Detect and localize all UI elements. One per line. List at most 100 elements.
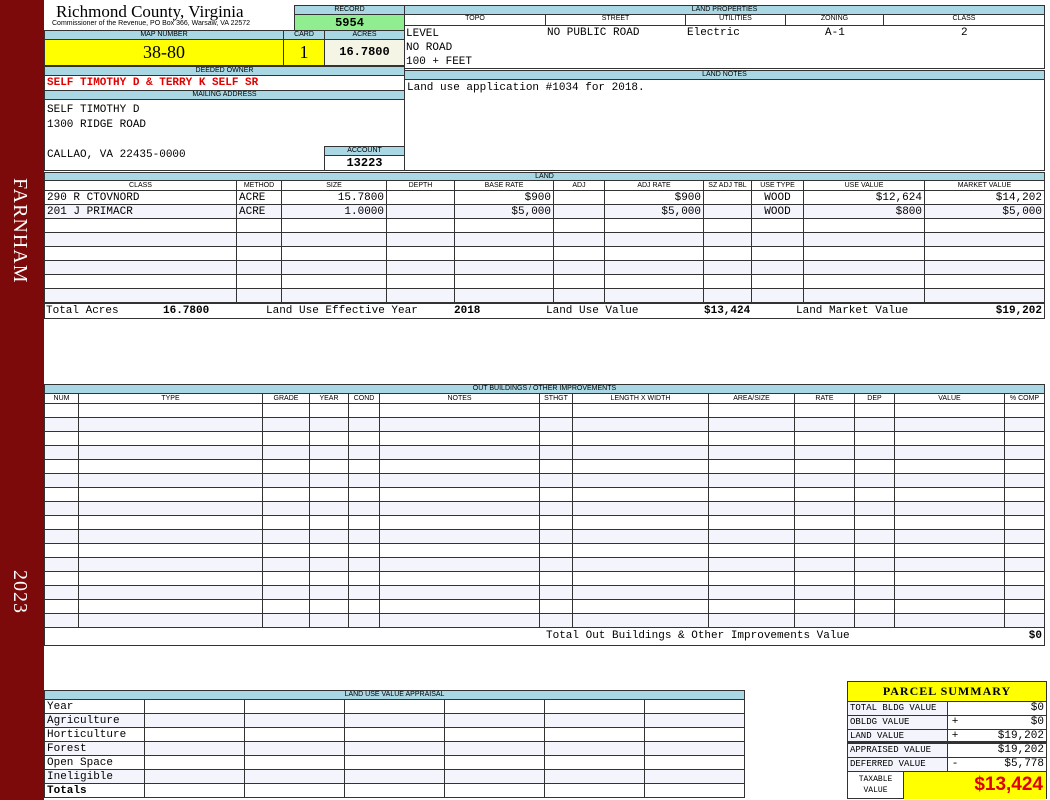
outbuilding-cell	[539, 599, 573, 614]
land-use-cell	[444, 699, 545, 714]
outbuilding-cell	[894, 557, 1005, 572]
outbuilding-cell	[894, 487, 1005, 502]
outbuilding-cell	[854, 459, 895, 474]
outbuilding-cell	[539, 473, 573, 488]
outbuilding-cell	[44, 501, 79, 516]
outbuilding-cell	[379, 529, 540, 544]
outbuilding-cell	[78, 515, 263, 530]
outbuilding-cell	[309, 417, 349, 432]
outbuilding-cell	[539, 487, 573, 502]
outbuilding-cell	[348, 431, 380, 446]
land-use-cell	[344, 699, 445, 714]
outbuilding-cell	[44, 515, 79, 530]
land-row	[44, 274, 1045, 289]
land-column-header: SIZE	[281, 180, 387, 191]
outbuilding-cell	[1004, 501, 1045, 516]
outbuilding-cell	[44, 571, 79, 586]
outbuilding-cell	[539, 585, 573, 600]
summary-operator: -	[951, 758, 959, 770]
summary-label: OBLDG VALUE	[848, 716, 948, 729]
outbuilding-cell	[262, 529, 310, 544]
topo-value: NO ROAD	[406, 42, 453, 54]
outbuilding-cell	[794, 543, 855, 558]
outbuilding-cell	[539, 431, 573, 446]
land-cell	[751, 288, 804, 303]
outbuildings-total-label: Total Out Buildings & Other Improvements…	[546, 630, 850, 642]
outbuilding-cell	[309, 571, 349, 586]
outbuilding-cell	[44, 487, 79, 502]
outbuilding-cell	[794, 403, 855, 418]
outbuilding-cell	[854, 431, 895, 446]
land-use-cell	[144, 769, 245, 784]
outbuilding-cell	[348, 417, 380, 432]
outbuilding-cell	[44, 599, 79, 614]
topo-values: LEVEL NO ROAD 100 + FEET	[406, 27, 472, 69]
land-cell: $900	[604, 190, 704, 205]
outbuilding-cell	[894, 529, 1005, 544]
land-row	[44, 288, 1045, 303]
land-cell	[924, 288, 1045, 303]
land-cell	[803, 288, 925, 303]
land-cell	[44, 232, 237, 247]
land-totals: Total Acres 16.7800 Land Use Effective Y…	[44, 303, 1045, 319]
outbuilding-cell	[78, 557, 263, 572]
land-use-cell	[544, 741, 645, 756]
outbuilding-cell	[262, 557, 310, 572]
land-use-cell	[244, 741, 345, 756]
land-cell	[454, 218, 554, 233]
outbuilding-cell	[78, 459, 263, 474]
outbuilding-cell	[854, 515, 895, 530]
land-use-row: Ineligible	[44, 769, 745, 784]
land-use-label: Open Space	[44, 755, 145, 770]
outbuilding-column-header: LENGTH X WIDTH	[572, 393, 709, 404]
outbuilding-cell	[44, 529, 79, 544]
land-cell: 15.7800	[281, 190, 387, 205]
outbuilding-cell	[309, 459, 349, 474]
land-use-cell	[244, 699, 345, 714]
outbuilding-cell	[854, 445, 895, 460]
outbuilding-cell	[309, 445, 349, 460]
land-use-cell	[444, 727, 545, 742]
outbuilding-cell	[78, 487, 263, 502]
outbuilding-cell	[44, 459, 79, 474]
land-column-header: ADJ RATE	[604, 180, 704, 191]
outbuilding-cell	[854, 473, 895, 488]
outbuilding-cell	[794, 487, 855, 502]
outbuilding-cell	[572, 599, 709, 614]
outbuilding-cell	[309, 557, 349, 572]
land-cell	[44, 260, 237, 275]
land-cell: 1.0000	[281, 204, 387, 219]
land-cell	[44, 274, 237, 289]
land-use-row: Totals	[44, 783, 745, 798]
land-use-cell	[344, 769, 445, 784]
land-cell	[236, 218, 282, 233]
land-market-value-label: Land Market Value	[796, 305, 909, 317]
land-cell	[703, 190, 752, 205]
land-cell	[803, 260, 925, 275]
outbuilding-cell	[708, 487, 795, 502]
land-cell	[386, 204, 455, 219]
outbuilding-cell	[854, 585, 895, 600]
outbuilding-cell	[708, 571, 795, 586]
land-use-cell	[644, 741, 745, 756]
outbuilding-cell	[348, 473, 380, 488]
outbuilding-cell	[572, 431, 709, 446]
land-cell	[44, 218, 237, 233]
outbuilding-cell	[1004, 487, 1045, 502]
summary-row: DEFERRED VALUE - $5,778	[848, 758, 1046, 772]
outbuilding-cell	[572, 403, 709, 418]
land-cell	[281, 274, 387, 289]
land-cell	[751, 260, 804, 275]
outbuilding-cell	[379, 473, 540, 488]
zoning-header: ZONING	[786, 15, 884, 26]
outbuilding-cell	[1004, 543, 1045, 558]
land-cell	[386, 218, 455, 233]
outbuilding-cell	[572, 585, 709, 600]
outbuilding-column-header: % COMP	[1004, 393, 1045, 404]
outbuilding-row	[44, 529, 1045, 544]
land-use-label: Year	[44, 699, 145, 714]
outbuilding-cell	[572, 487, 709, 502]
summary-operator	[948, 744, 962, 757]
outbuilding-cell	[1004, 459, 1045, 474]
outbuilding-cell	[854, 571, 895, 586]
